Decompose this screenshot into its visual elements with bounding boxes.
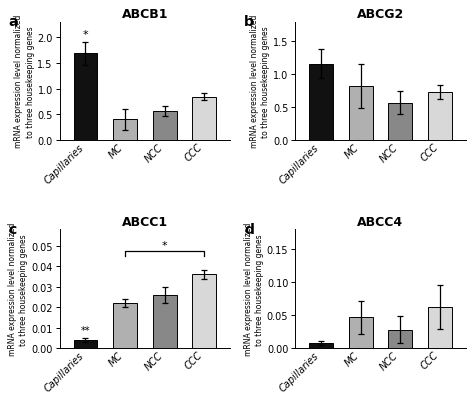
Bar — [309, 65, 333, 141]
Bar — [113, 120, 137, 141]
Bar — [73, 55, 97, 141]
Y-axis label: mRNA expression level normalized
to three housekeeping genes: mRNA expression level normalized to thre… — [250, 15, 270, 148]
Title: ABCG2: ABCG2 — [357, 8, 404, 21]
Bar — [73, 340, 97, 348]
Text: **: ** — [81, 325, 90, 335]
Bar — [428, 308, 452, 348]
Bar — [349, 87, 373, 141]
Bar — [192, 275, 216, 348]
Y-axis label: mRNA expression level normalized
to three housekeeping genes: mRNA expression level normalized to thre… — [15, 15, 35, 148]
Title: ABCC1: ABCC1 — [122, 216, 168, 229]
Title: ABCB1: ABCB1 — [122, 8, 168, 21]
Bar — [388, 103, 412, 141]
Bar — [309, 343, 333, 348]
Bar — [153, 111, 176, 141]
Text: b: b — [244, 15, 254, 29]
Text: c: c — [9, 223, 17, 237]
Bar — [153, 295, 176, 348]
Title: ABCC4: ABCC4 — [357, 216, 403, 229]
Bar — [428, 93, 452, 141]
Text: *: * — [82, 30, 88, 39]
Bar — [192, 97, 216, 141]
Bar — [113, 303, 137, 348]
Bar — [388, 330, 412, 348]
Text: d: d — [244, 223, 254, 237]
Y-axis label: mRNA expression level normalized
to three housekeeping genes: mRNA expression level normalized to thre… — [9, 223, 28, 356]
Bar — [349, 317, 373, 348]
Y-axis label: mRNA expression level normalized
to three housekeeping genes: mRNA expression level normalized to thre… — [244, 223, 264, 356]
Text: a: a — [9, 15, 18, 29]
Text: *: * — [162, 241, 167, 251]
